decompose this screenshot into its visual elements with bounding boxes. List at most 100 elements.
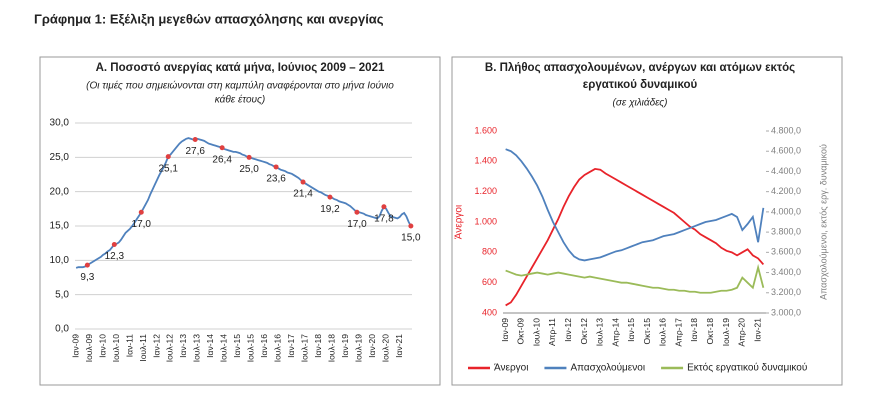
x-tick-label: Ιαν-13	[178, 334, 188, 358]
x-tick-label: Ιουλ-11	[138, 334, 148, 362]
panel-a	[39, 56, 441, 386]
x-tick-label: Ιαν-09	[500, 318, 510, 342]
x-tick-label: Οκτ-15	[642, 318, 652, 345]
y2-tick-label: 4.000,0	[771, 206, 801, 216]
highlight-marker	[84, 262, 90, 268]
highlight-marker	[165, 154, 171, 160]
chart-subtitle: (σε χιλιάδες)	[613, 97, 668, 109]
series-line	[505, 148, 765, 262]
x-tick-label: Ιαν-21	[394, 334, 404, 358]
x-tick-label: Απρ-20	[737, 318, 747, 347]
value-label: 17,0	[347, 219, 367, 230]
value-label: 9,3	[80, 272, 94, 283]
chart-subtitle: (Οι τιμές που σημειώνονται στη καμπύλη α…	[86, 80, 394, 92]
x-tick-label: Ιουλ-19	[353, 334, 363, 363]
y-tick-label: 25,0	[50, 152, 70, 163]
highlight-marker	[246, 154, 252, 160]
x-tick-label: Ιαν-19	[340, 334, 350, 358]
y2-tick-label: 4.600,0	[771, 146, 801, 156]
y-tick-label: 30,0	[50, 118, 70, 129]
x-tick-label: Ιουλ-13	[595, 318, 605, 347]
y-tick-label: 1.600	[474, 125, 497, 135]
x-tick-label: Ιουλ-10	[111, 334, 121, 363]
y-tick-label: 20,0	[50, 186, 70, 197]
value-label: 21,4	[293, 189, 313, 200]
x-tick-label: Ιουλ-09	[84, 334, 94, 363]
series-line	[505, 263, 765, 294]
highlight-marker	[273, 164, 279, 170]
y2-tick-label: 3.800,0	[771, 226, 801, 236]
y-axis-title: Άνεργοι	[454, 205, 465, 239]
highlight-marker	[192, 136, 198, 142]
x-tick-label: Ιαν-09	[70, 334, 80, 358]
series-line	[505, 167, 765, 307]
chart-title: Β. Πλήθος απασχολουμένων, ανέργων και ατ…	[485, 62, 795, 74]
chart-title: εργατικού δυναμικού	[583, 79, 698, 91]
x-tick-label: Ιαν-12	[151, 334, 161, 358]
x-tick-label: Απρ-14	[610, 318, 620, 347]
x-tick-label: Ιουλ-17	[300, 334, 310, 363]
x-tick-label: Ιαν-18	[313, 334, 323, 358]
x-tick-label: Ιαν-16	[259, 334, 269, 358]
value-label: 25,0	[239, 164, 259, 175]
y2-tick-label: 4.400,0	[771, 166, 801, 176]
x-tick-label: Οκτ-18	[705, 318, 715, 345]
x-tick-label: Ιαν-18	[689, 318, 699, 342]
series-line	[75, 137, 412, 269]
value-label: 17,0	[132, 219, 152, 230]
x-tick-label: Ιαν-11	[124, 334, 134, 357]
panel-b	[451, 56, 843, 386]
highlight-marker	[327, 194, 333, 200]
x-tick-label: Οκτ-12	[579, 318, 589, 345]
chart-subtitle: κάθε έτους)	[215, 94, 265, 106]
highlight-marker	[354, 209, 360, 215]
x-tick-label: Ιουλ-19	[721, 318, 731, 347]
highlight-marker	[381, 204, 387, 210]
x-tick-label: Απρ-11	[547, 318, 557, 346]
y-tick-label: 800	[482, 247, 497, 257]
y2-tick-label: 4.200,0	[771, 186, 801, 196]
y2-tick-label: 3.000,0	[771, 307, 801, 317]
value-label: 19,2	[320, 204, 340, 215]
legend-label: Απασχολούμενοι	[570, 362, 645, 374]
x-tick-label: Ιουλ-16	[658, 318, 668, 347]
value-label: 26,4	[212, 154, 232, 165]
y-tick-label: 1.000	[474, 216, 497, 226]
value-label: 23,6	[266, 174, 286, 185]
x-tick-label: Ιουλ-15	[246, 334, 256, 363]
y2-tick-label: 4.800,0	[771, 125, 801, 135]
highlight-marker	[111, 242, 117, 248]
x-tick-label: Ιαν-21	[752, 318, 762, 342]
value-label: 17,8	[374, 213, 394, 224]
y-tick-label: 600	[482, 277, 497, 287]
x-tick-label: Ιουλ-20	[380, 334, 390, 363]
x-tick-label: Ιουλ-18	[326, 334, 336, 363]
y-tick-label: 15,0	[50, 221, 70, 232]
value-label: 27,6	[185, 146, 205, 157]
x-tick-label: Απρ-17	[673, 318, 683, 347]
x-tick-label: Ιουλ-12	[165, 334, 175, 363]
page-title: Γράφημα 1: Εξέλιξη μεγεθών απασχόλησης κ…	[34, 11, 384, 26]
x-tick-label: Ιαν-15	[626, 318, 636, 342]
y-tick-label: 5,0	[55, 289, 69, 300]
x-tick-label: Οκτ-09	[516, 318, 526, 345]
y-tick-label: 10,0	[50, 255, 70, 266]
x-tick-label: Ιαν-20	[367, 334, 377, 358]
x-tick-label: Ιαν-15	[232, 334, 242, 358]
legend-label: Εκτός εργατικού δυναμικού	[687, 362, 807, 374]
y-tick-label: 400	[482, 307, 497, 317]
x-tick-label: Ιουλ-10	[531, 318, 541, 347]
highlight-marker	[219, 145, 225, 151]
y-tick-label: 1.200	[474, 186, 497, 196]
y2-axis-title: Απασχολούμενοι, εκτός εργ. δυναμικού	[818, 144, 828, 300]
highlight-marker	[408, 223, 414, 229]
x-tick-label: Ιαν-12	[563, 318, 573, 342]
legend-label: Άνεργοι	[494, 363, 528, 374]
x-tick-label: Ιουλ-14	[219, 334, 229, 363]
x-tick-label: Ιαν-10	[97, 334, 107, 358]
x-tick-label: Ιουλ-13	[192, 334, 202, 363]
y2-tick-label: 3.200,0	[771, 287, 801, 297]
y-tick-label: 0,0	[55, 324, 69, 335]
x-tick-label: Ιαν-17	[286, 334, 296, 358]
